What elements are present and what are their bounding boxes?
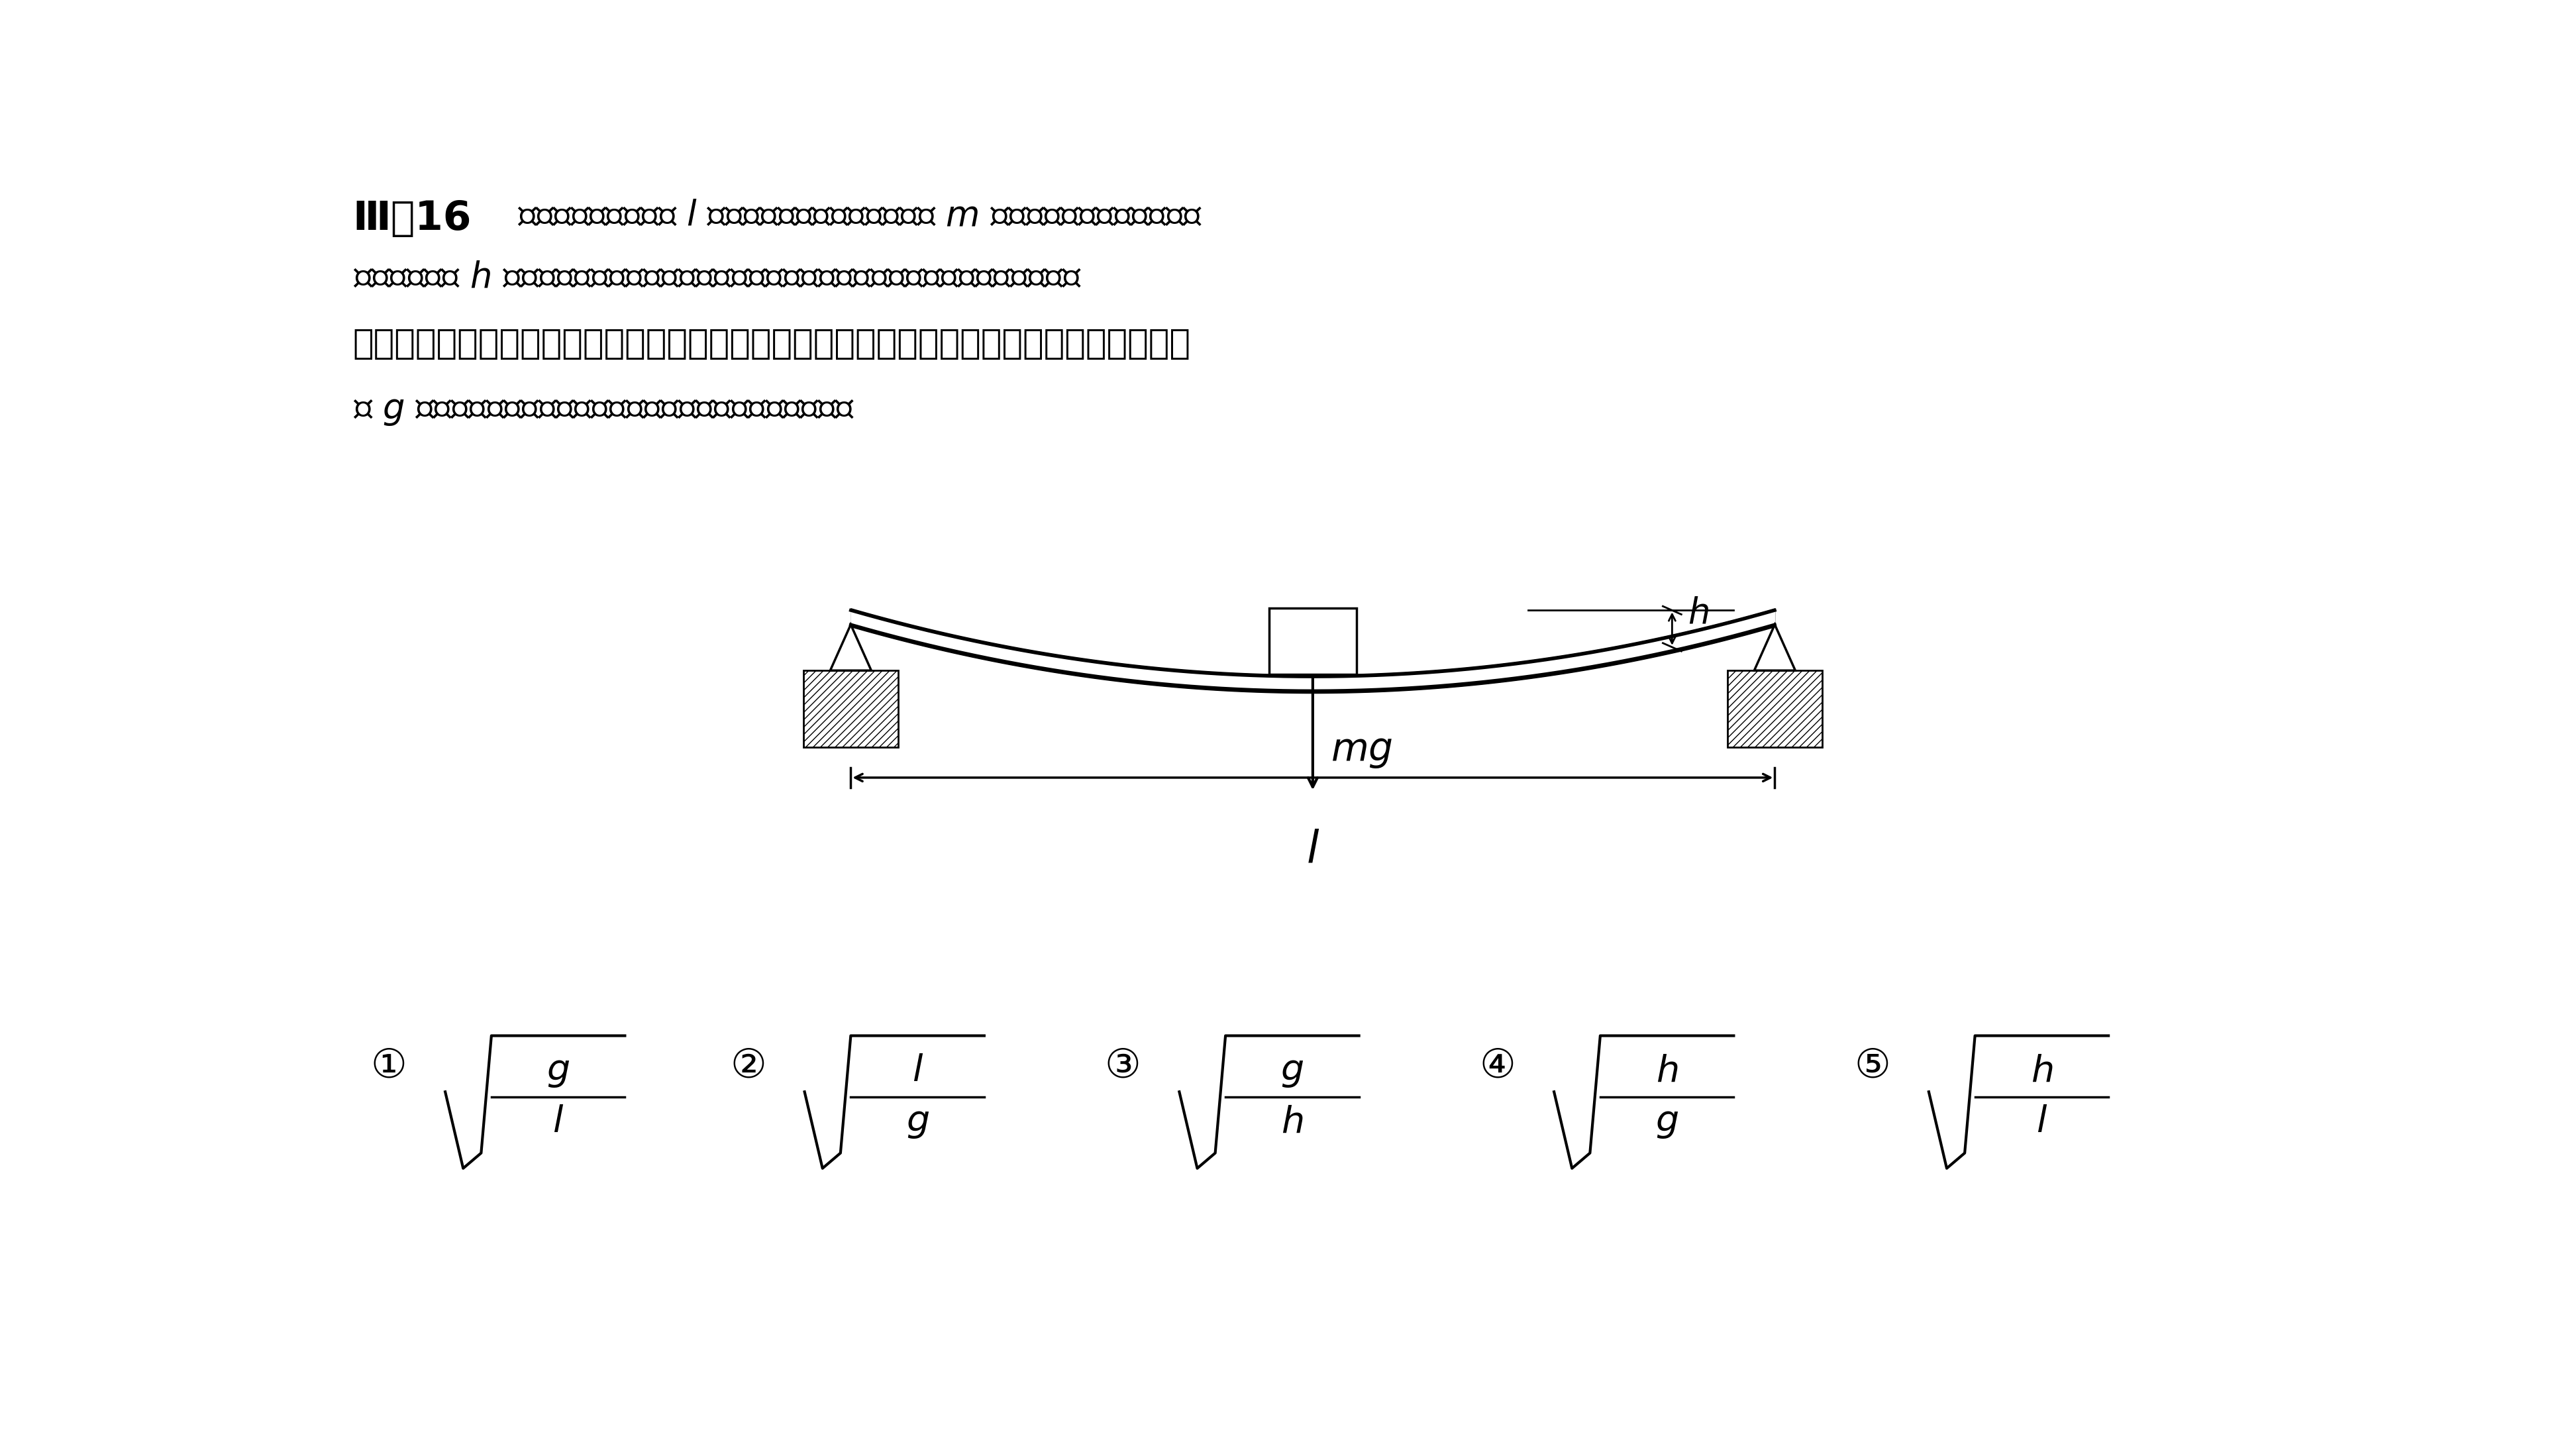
Text: ②: ② xyxy=(729,1047,765,1086)
Text: 下図のように，長さ $l$ の両端支持はりの中央に質量 $m$ のおもりをのせたところ，: 下図のように，長さ $l$ の両端支持はりの中央に質量 $m$ のおもりをのせた… xyxy=(518,199,1203,233)
Text: $l$: $l$ xyxy=(1306,828,1319,872)
Bar xyxy=(1728,671,1821,747)
Text: $l$: $l$ xyxy=(551,1105,564,1140)
Text: $h$: $h$ xyxy=(1280,1105,1303,1140)
Text: はりの中央で $h$ だけたわむことが分かった。はりの質量はおもりの質量に比べて十分小さ: はりの中央で $h$ だけたわむことが分かった。はりの質量はおもりの質量に比べて… xyxy=(353,261,1082,296)
Polygon shape xyxy=(829,625,871,671)
Polygon shape xyxy=(1754,625,1795,671)
Bar xyxy=(1270,609,1358,674)
Text: を $g$ とし，はりからおもりが離れることはないものとする。: を $g$ とし，はりからおもりが離れることはないものとする。 xyxy=(353,393,855,428)
Text: $g$: $g$ xyxy=(546,1054,569,1089)
Text: ③: ③ xyxy=(1105,1047,1141,1086)
Text: $h$: $h$ xyxy=(1687,596,1708,630)
Text: $h$: $h$ xyxy=(2030,1054,2053,1089)
Text: $mg$: $mg$ xyxy=(1332,732,1394,770)
Text: $l$: $l$ xyxy=(912,1054,922,1089)
Text: Ⅲ－16: Ⅲ－16 xyxy=(353,199,471,239)
Text: ①: ① xyxy=(371,1047,407,1086)
Text: $g$: $g$ xyxy=(907,1105,930,1140)
Text: $g$: $g$ xyxy=(1280,1054,1303,1089)
Text: ⑤: ⑤ xyxy=(1855,1047,1891,1086)
Text: $g$: $g$ xyxy=(1656,1105,1680,1140)
Text: ④: ④ xyxy=(1479,1047,1515,1086)
Text: いとしたとき，この系の固有角振動数として，適切なものはどれか。ただし，重力加速度: いとしたとき，この系の固有角振動数として，適切なものはどれか。ただし，重力加速度 xyxy=(353,326,1190,361)
Text: $l$: $l$ xyxy=(2035,1105,2048,1140)
Bar xyxy=(804,671,899,747)
Text: $h$: $h$ xyxy=(1656,1054,1677,1089)
